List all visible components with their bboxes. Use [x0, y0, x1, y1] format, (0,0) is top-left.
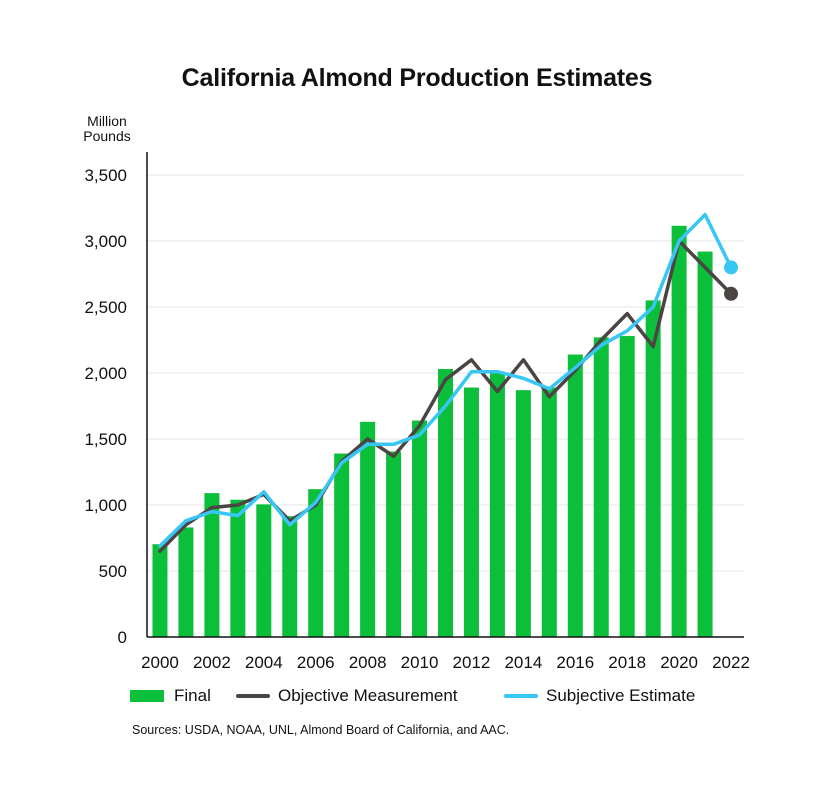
x-tick-label: 2022: [712, 653, 750, 672]
legend-item-final: Final: [130, 686, 211, 706]
y-axis-label: Million Pounds: [83, 113, 131, 144]
x-tick-label: 2020: [660, 653, 698, 672]
y-tick-label: 3,500: [84, 166, 127, 185]
bar: [204, 493, 220, 637]
y-tick-label: 2,000: [84, 364, 127, 383]
bar: [438, 369, 453, 637]
bar: [489, 371, 505, 637]
x-tick-label: 2016: [556, 653, 594, 672]
bar: [697, 251, 713, 637]
x-tick-label: 2004: [245, 653, 283, 672]
bar: [178, 527, 194, 637]
x-tick-label: 2010: [401, 653, 439, 672]
bar: [334, 453, 350, 637]
legend-swatch-final: [130, 690, 164, 702]
x-tick-label: 2006: [297, 653, 335, 672]
legend-swatch-objective: [236, 694, 270, 698]
objective-end-marker: [724, 286, 739, 301]
x-tick-label: 2012: [453, 653, 491, 672]
chart-title: California Almond Production Estimates: [181, 64, 653, 92]
x-tick-label: 2018: [608, 653, 646, 672]
bar: [515, 390, 531, 637]
source-note: Sources: USDA, NOAA, UNL, Almond Board o…: [132, 723, 510, 737]
bar: [645, 300, 661, 637]
bar: [282, 516, 298, 637]
bar: [152, 544, 168, 637]
x-tick-label: 2002: [193, 653, 231, 672]
bar: [230, 499, 246, 637]
x-tick-label: 2000: [141, 653, 179, 672]
y-tick-label: 1,000: [84, 496, 127, 515]
bar: [386, 451, 402, 637]
bar: [541, 387, 557, 637]
bar: [412, 420, 428, 637]
x-tick-label: 2008: [349, 653, 387, 672]
bar: [256, 504, 272, 637]
legend-label-objective: Objective Measurement: [278, 686, 458, 705]
bar: [360, 421, 376, 637]
x-tick-label: 2014: [504, 653, 542, 672]
bar: [463, 387, 479, 637]
y-tick-label: 1,500: [84, 430, 127, 449]
legend-swatch-subjective: [504, 694, 538, 698]
legend-label-final: Final: [174, 686, 211, 705]
y-tick-label: 3,000: [84, 232, 127, 251]
bar: [593, 337, 609, 637]
subjective-end-marker: [724, 260, 739, 275]
bar: [567, 354, 583, 637]
legend-item-objective: Objective Measurement: [236, 686, 458, 706]
y-tick-label: 0: [118, 628, 127, 647]
bar: [308, 489, 324, 637]
bar: [671, 225, 687, 637]
y-tick-label: 500: [99, 562, 127, 581]
legend-label-subjective: Subjective Estimate: [546, 686, 696, 705]
legend-item-subjective: Subjective Estimate: [504, 686, 695, 706]
subjective-line: [158, 212, 733, 548]
y-tick-label: 2,500: [84, 298, 127, 317]
bar: [619, 336, 635, 637]
